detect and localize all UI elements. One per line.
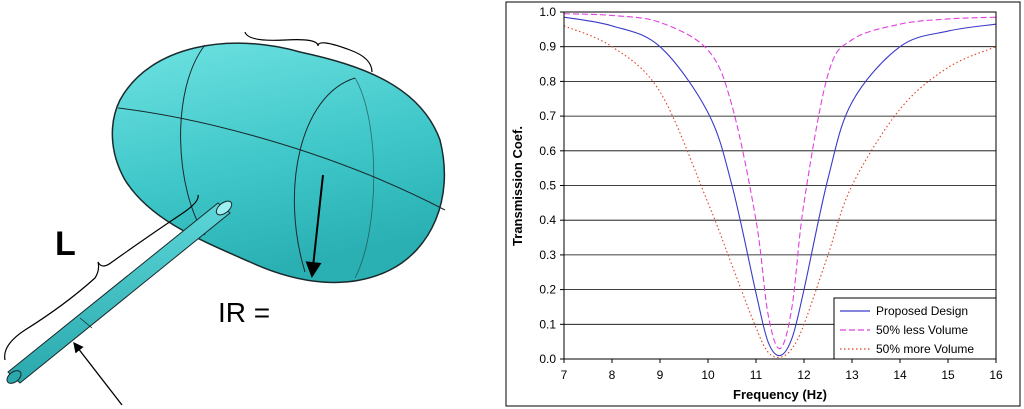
radius-label: IR = (218, 297, 270, 328)
y-tick-label: 0.5 (539, 179, 556, 193)
x-tick-label: 11 (750, 368, 763, 382)
x-tick-label: 10 (701, 368, 715, 382)
pointer-arrow (73, 341, 123, 406)
tank-body (111, 42, 446, 284)
x-tick-label: 16 (989, 368, 1003, 382)
x-tick-label: 8 (609, 368, 616, 382)
inlet-pipe (6, 200, 233, 384)
y-tick-labels: 0.0 0.1 0.2 0.3 0.4 0.5 0.6 0.7 0.8 0.9 1.0 (539, 5, 564, 366)
y-tick-label: 0.6 (539, 144, 556, 158)
x-tick-label: 15 (941, 368, 955, 382)
legend: Proposed Design 50% less Volume 50% more V… (833, 297, 997, 360)
x-tick-label: 13 (845, 368, 859, 382)
y-tick-label: 0.7 (539, 109, 556, 123)
x-tick-labels: 7 8 9 10 11 12 13 14 15 16 (561, 359, 1003, 382)
y-tick-label: 0.9 (539, 40, 556, 54)
legend-label: 50% less Volume (876, 323, 968, 337)
y-tick-label: 0.3 (539, 248, 556, 262)
y-axis-label: Transmission Coef. (510, 126, 525, 246)
y-tick-label: 0.0 (539, 352, 556, 366)
x-axis-label: Frequency (Hz) (733, 387, 827, 402)
y-tick-label: 1.0 (539, 5, 556, 19)
series-line-1 (563, 16, 997, 357)
tank-illustration: L IR = (0, 0, 500, 409)
x-tick-label: 7 (561, 368, 568, 382)
y-tick-label: 0.2 (539, 283, 556, 297)
radius-arrow (305, 174, 324, 278)
x-tick-label: 9 (657, 368, 664, 382)
y-tick-label: 0.4 (539, 213, 556, 227)
length-label: L (55, 225, 76, 263)
grid-lines (564, 46, 996, 325)
legend-label: Proposed Design (876, 304, 968, 318)
series-line-2 (563, 13, 997, 350)
top-brace (244, 31, 373, 73)
series-lines (563, 13, 997, 358)
y-tick-label: 0.8 (539, 74, 556, 88)
x-tick-label: 12 (797, 368, 811, 382)
legend-label: 50% more Volume (876, 342, 974, 356)
y-tick-label: 0.1 (539, 317, 556, 331)
length-brace (4, 194, 199, 361)
x-tick-label: 14 (893, 368, 907, 382)
chart-panel: 0.0 0.1 0.2 0.3 0.4 0.5 0.6 0.7 0.8 0.9 1.0 7 8 9 10 1… (500, 0, 1024, 409)
